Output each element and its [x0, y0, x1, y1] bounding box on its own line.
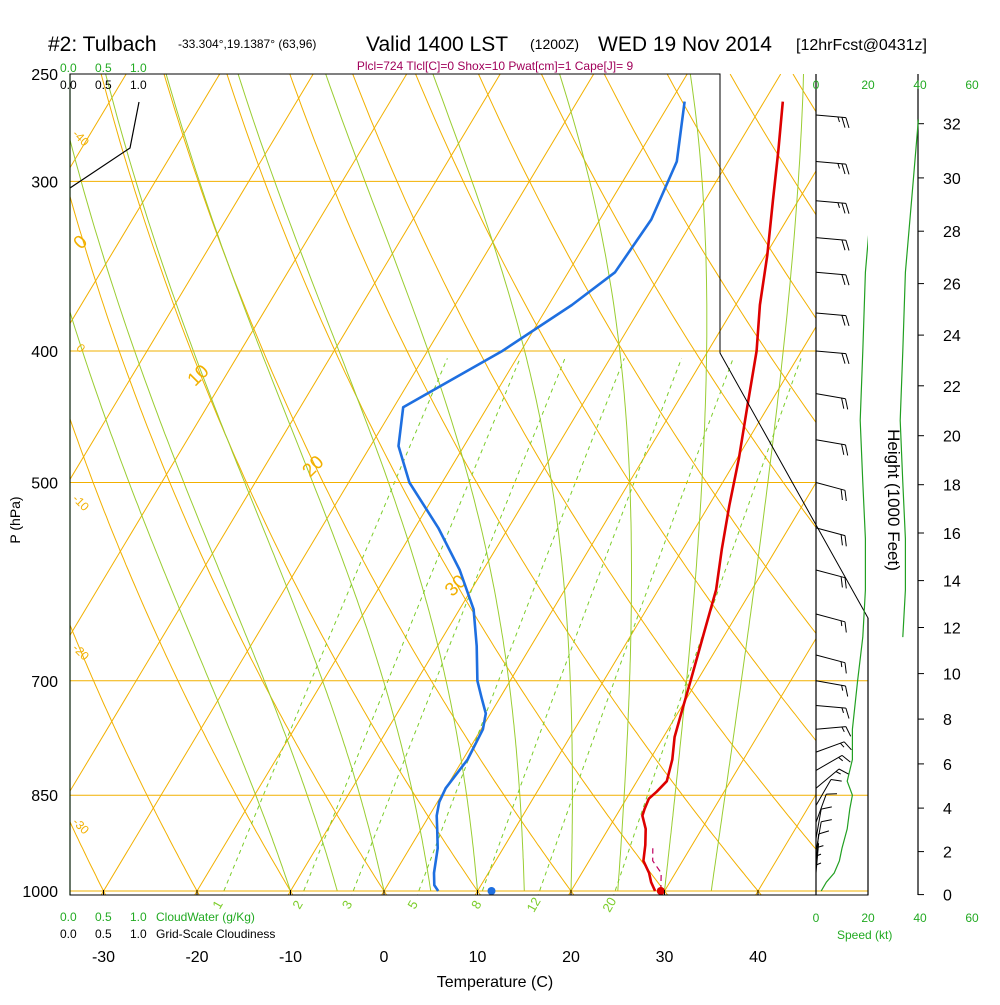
valid-time: Valid 1400 LST — [366, 33, 508, 56]
cloudwater-scale-top-label: 0.5 — [95, 61, 112, 75]
cloudwater-title: CloudWater (g/Kg) — [156, 910, 255, 924]
wind-scale-top-label: 20 — [861, 78, 875, 92]
x-tick-label: 30 — [656, 949, 674, 966]
station-name: #2: Tulbach — [48, 33, 157, 56]
stability-params: Plcl=724 Tlcl[C]=0 Shox=10 Pwat[cm]=1 Ca… — [357, 59, 634, 73]
height-tick-label: 14 — [943, 574, 961, 591]
barb-half-flag — [841, 662, 842, 667]
x-tick-label: 20 — [562, 949, 580, 966]
cloudiness-scale-bottom-label: 0.0 — [60, 927, 77, 941]
pressure-tick-label: 500 — [31, 476, 58, 493]
pressure-tick-label: 850 — [31, 788, 58, 805]
valid-date: WED 19 Nov 2014 — [598, 33, 772, 56]
cloudwater-scale-top-label: 1.0 — [130, 61, 147, 75]
height-tick-label: 22 — [943, 379, 961, 396]
height-tick-label: 0 — [943, 888, 952, 905]
wind-scale-bottom-label: 60 — [965, 911, 979, 925]
height-tick-label: 4 — [943, 801, 952, 818]
cloudiness-scale-bottom-label: 0.5 — [95, 927, 112, 941]
height-tick-label: 28 — [943, 224, 961, 241]
height-tick-label: 16 — [943, 526, 961, 543]
forecast-label: [12hrFcst@0431z] — [796, 37, 927, 54]
wind-scale-top-label: 40 — [913, 78, 927, 92]
x-tick-label: 0 — [380, 949, 389, 966]
wind-scale-top-label: 0 — [813, 78, 820, 92]
height-tick-label: 8 — [943, 712, 952, 729]
x-tick-label: -20 — [185, 949, 208, 966]
station-coords: -33.304°,19.1387° (63,96) — [178, 37, 316, 51]
barb-half-flag — [841, 621, 842, 626]
surface-dewpoint-dot — [488, 887, 496, 895]
cloudiness-scale-top-label: 1.0 — [130, 78, 147, 92]
x-tick-label: -10 — [279, 949, 302, 966]
valid-zulu: (1200Z) — [530, 36, 579, 52]
pressure-tick-label: 1000 — [22, 884, 58, 901]
x-axis-title: Temperature (C) — [437, 974, 553, 991]
pressure-tick-label: 400 — [31, 344, 58, 361]
cloudiness-title: Grid-Scale Cloudiness — [156, 927, 275, 941]
height-tick-label: 6 — [943, 757, 952, 774]
y-axis-title: P (hPa) — [7, 496, 23, 543]
wind-scale-bottom-label: 0 — [813, 911, 820, 925]
cloudwater-scale-bottom-label: 0.5 — [95, 910, 112, 924]
cloudiness-scale-top-label: 0.5 — [95, 78, 112, 92]
height-tick-label: 2 — [943, 845, 952, 862]
cloudwater-scale-bottom-label: 0.0 — [60, 910, 77, 924]
pressure-tick-label: 700 — [31, 674, 58, 691]
height-tick-label: 30 — [943, 171, 961, 188]
height-tick-label: 32 — [943, 117, 961, 134]
pressure-tick-label: 300 — [31, 174, 58, 191]
wind-speed-title: Speed (kt) — [837, 928, 892, 942]
cloudwater-scale-top-label: 0.0 — [60, 61, 77, 75]
wind-scale-bottom-label: 20 — [861, 911, 875, 925]
x-tick-label: 10 — [469, 949, 487, 966]
cloudiness-scale-top-label: 0.0 — [60, 78, 77, 92]
x-tick-label: -30 — [92, 949, 115, 966]
height-tick-label: 20 — [943, 429, 961, 446]
cloudwater-scale-bottom-label: 1.0 — [130, 910, 147, 924]
height-tick-label: 12 — [943, 621, 961, 638]
height-tick-label: 26 — [943, 277, 961, 294]
wind-scale-top-label: 60 — [965, 78, 979, 92]
height-axis-title: Height (1000 Feet) — [884, 429, 903, 571]
height-tick-label: 18 — [943, 478, 961, 495]
pressure-tick-label: 250 — [31, 67, 58, 84]
height-tick-label: 24 — [943, 328, 961, 345]
x-tick-label: 40 — [749, 949, 767, 966]
cloudiness-scale-bottom-label: 1.0 — [130, 927, 147, 941]
wind-scale-bottom-label: 40 — [913, 911, 927, 925]
height-tick-label: 10 — [943, 667, 961, 684]
surface-temperature-dot — [657, 887, 665, 895]
